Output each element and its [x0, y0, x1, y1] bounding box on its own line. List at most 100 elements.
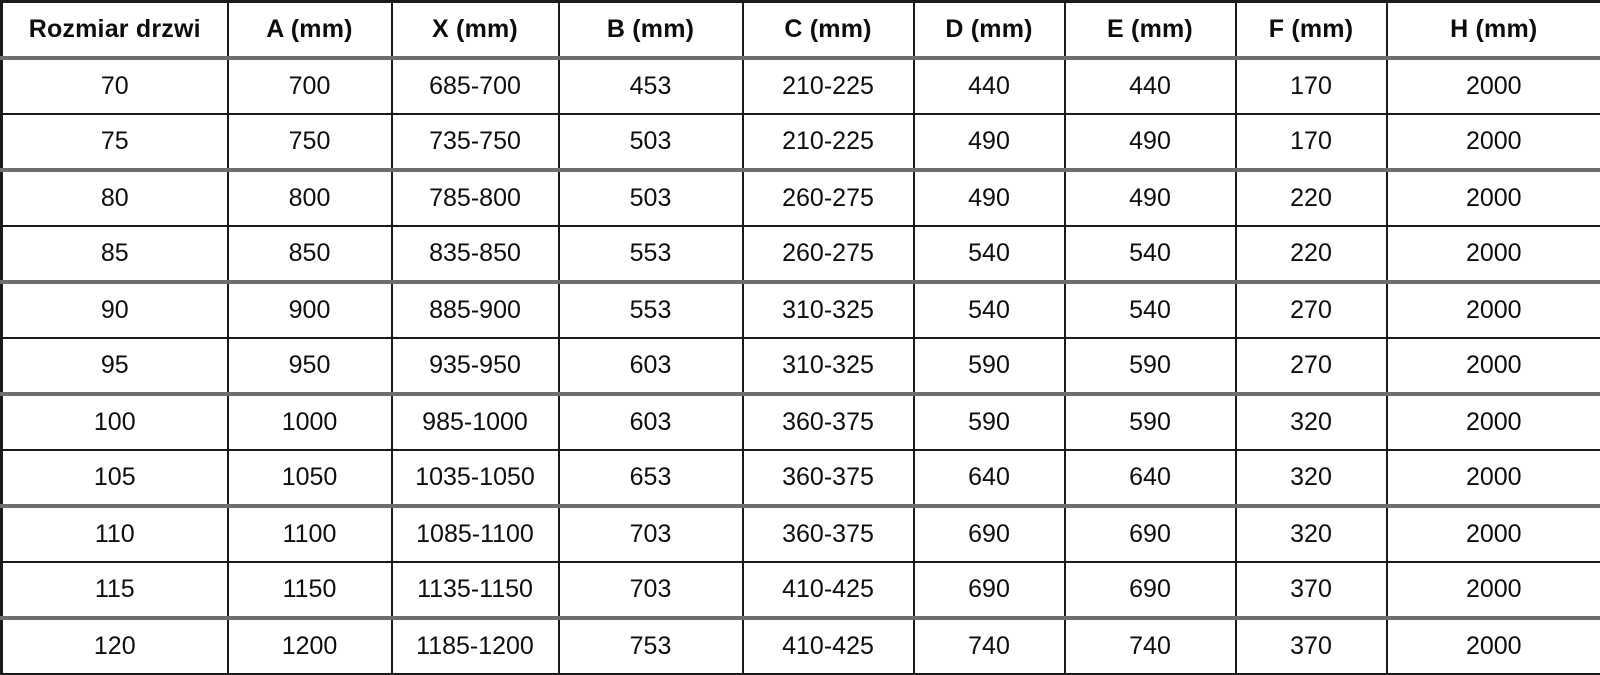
cell-f: 320: [1236, 506, 1387, 562]
cell-b: 503: [559, 114, 743, 170]
cell-b: 503: [559, 170, 743, 226]
cell-b: 453: [559, 58, 743, 114]
cell-b: 553: [559, 226, 743, 282]
cell-size: 120: [2, 618, 228, 674]
column-header-c: C (mm): [743, 2, 914, 59]
cell-x: 685-700: [392, 58, 559, 114]
cell-e: 690: [1065, 562, 1236, 618]
cell-h: 2000: [1387, 338, 1600, 394]
cell-f: 170: [1236, 58, 1387, 114]
cell-f: 270: [1236, 282, 1387, 338]
cell-f: 170: [1236, 114, 1387, 170]
cell-d: 740: [914, 618, 1065, 674]
cell-size: 70: [2, 58, 228, 114]
column-header-a: A (mm): [228, 2, 392, 59]
cell-b: 753: [559, 618, 743, 674]
cell-e: 640: [1065, 450, 1236, 506]
cell-d: 690: [914, 562, 1065, 618]
cell-x: 785-800: [392, 170, 559, 226]
cell-b: 703: [559, 562, 743, 618]
cell-size: 90: [2, 282, 228, 338]
cell-h: 2000: [1387, 506, 1600, 562]
cell-f: 370: [1236, 562, 1387, 618]
cell-a: 750: [228, 114, 392, 170]
cell-f: 320: [1236, 394, 1387, 450]
cell-c: 310-325: [743, 338, 914, 394]
cell-x: 1085-1100: [392, 506, 559, 562]
cell-e: 540: [1065, 226, 1236, 282]
cell-e: 490: [1065, 170, 1236, 226]
column-header-x: X (mm): [392, 2, 559, 59]
cell-d: 540: [914, 282, 1065, 338]
cell-b: 603: [559, 394, 743, 450]
cell-d: 440: [914, 58, 1065, 114]
cell-size: 75: [2, 114, 228, 170]
cell-f: 320: [1236, 450, 1387, 506]
cell-c: 410-425: [743, 618, 914, 674]
cell-c: 260-275: [743, 170, 914, 226]
column-header-f: F (mm): [1236, 2, 1387, 59]
column-header-d: D (mm): [914, 2, 1065, 59]
cell-c: 360-375: [743, 450, 914, 506]
cell-e: 690: [1065, 506, 1236, 562]
cell-x: 835-850: [392, 226, 559, 282]
cell-c: 410-425: [743, 562, 914, 618]
cell-a: 700: [228, 58, 392, 114]
cell-size: 85: [2, 226, 228, 282]
cell-h: 2000: [1387, 618, 1600, 674]
cell-f: 220: [1236, 170, 1387, 226]
cell-d: 490: [914, 114, 1065, 170]
cell-e: 590: [1065, 338, 1236, 394]
column-header-h: H (mm): [1387, 2, 1600, 59]
cell-h: 2000: [1387, 58, 1600, 114]
cell-b: 703: [559, 506, 743, 562]
cell-e: 540: [1065, 282, 1236, 338]
cell-b: 603: [559, 338, 743, 394]
cell-d: 640: [914, 450, 1065, 506]
cell-b: 553: [559, 282, 743, 338]
cell-size: 95: [2, 338, 228, 394]
cell-e: 590: [1065, 394, 1236, 450]
cell-a: 1000: [228, 394, 392, 450]
cell-h: 2000: [1387, 226, 1600, 282]
cell-e: 740: [1065, 618, 1236, 674]
cell-f: 220: [1236, 226, 1387, 282]
cell-c: 210-225: [743, 114, 914, 170]
column-header-e: E (mm): [1065, 2, 1236, 59]
cell-x: 1185-1200: [392, 618, 559, 674]
cell-d: 590: [914, 338, 1065, 394]
cell-a: 800: [228, 170, 392, 226]
cell-size: 110: [2, 506, 228, 562]
cell-h: 2000: [1387, 114, 1600, 170]
cell-a: 950: [228, 338, 392, 394]
cell-c: 310-325: [743, 282, 914, 338]
column-header-size: Rozmiar drzwi: [2, 2, 228, 59]
cell-h: 2000: [1387, 394, 1600, 450]
cell-b: 653: [559, 450, 743, 506]
cell-c: 360-375: [743, 506, 914, 562]
cell-x: 985-1000: [392, 394, 559, 450]
cell-a: 850: [228, 226, 392, 282]
cell-e: 440: [1065, 58, 1236, 114]
cell-e: 490: [1065, 114, 1236, 170]
cell-x: 735-750: [392, 114, 559, 170]
cell-a: 1100: [228, 506, 392, 562]
cell-a: 1150: [228, 562, 392, 618]
cell-c: 260-275: [743, 226, 914, 282]
cell-d: 540: [914, 226, 1065, 282]
cell-d: 490: [914, 170, 1065, 226]
